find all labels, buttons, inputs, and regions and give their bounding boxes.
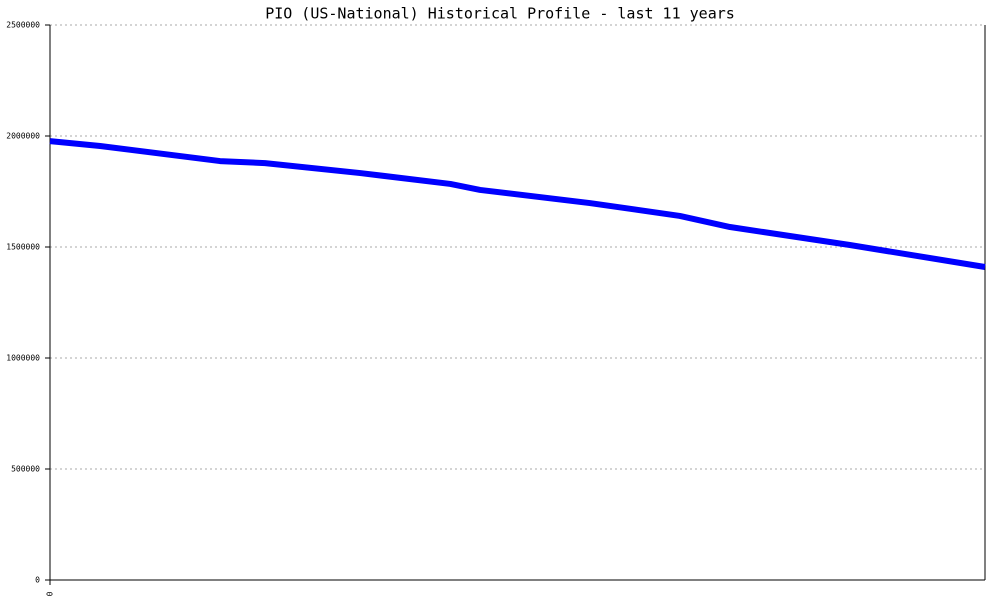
y-tick-label: 0	[35, 576, 40, 585]
data-line	[49, 138, 986, 270]
y-tick-label: 1500000	[6, 243, 40, 252]
y-tick-label: 2000000	[6, 132, 40, 141]
y-tick-label: 2500000	[6, 21, 40, 30]
y-tick-label: 500000	[11, 465, 40, 474]
x-tick-label: 0	[46, 591, 55, 596]
y-tick-label: 1000000	[6, 354, 40, 363]
chart-title: PIO (US-National) Historical Profile - l…	[265, 5, 735, 23]
